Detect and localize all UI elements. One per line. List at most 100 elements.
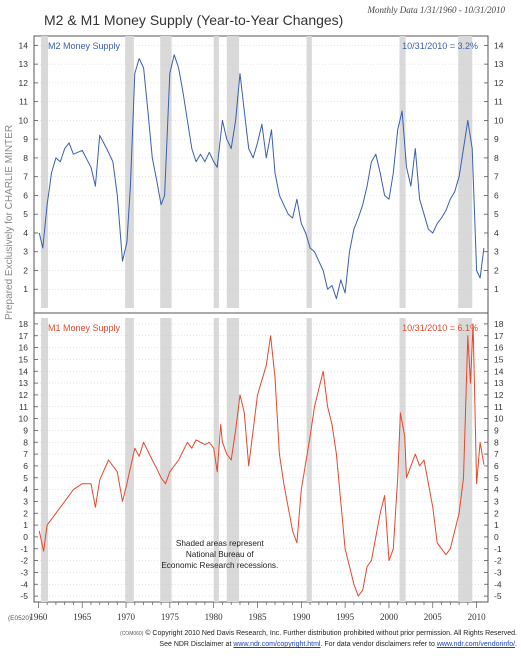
m1-y-tick-label-left: -1 [20,544,28,554]
m2-recession-band [41,36,49,308]
m1-y-tick-label-left: -4 [20,579,28,589]
x-tick-label: 1965 [73,612,92,622]
m2-y-tick-label-right: 1 [494,284,499,294]
m1-last-value-label: 10/31/2010 = 6.1% [402,323,478,333]
data-period-label: Monthly Data 1/31/1960 - 10/31/2010 [367,5,506,15]
m1-y-tick-label-left: 11 [19,402,28,412]
m2-y-tick-label-left: 3 [23,247,28,257]
m1-y-tick-label-right: 15 [494,354,504,364]
m1-y-tick-label-right: 3 [494,496,499,506]
m2-y-tick-label-right: 9 [494,134,499,144]
copyright-line: (COM060) © Copyright 2010 Ned Davis Rese… [0,630,517,637]
x-tick-label: 1970 [117,612,136,622]
m2-last-value-label: 10/31/2010 = 3.2% [402,41,478,51]
m1-y-tick-label-right: 11 [494,402,503,412]
m2-y-tick-label-left: 10 [19,115,29,125]
m1-y-tick-label-left: 3 [23,496,28,506]
m1-y-tick-label-left: -2 [20,556,28,566]
x-tick-label: 2000 [380,612,399,622]
m1-recession-band [458,318,473,602]
m1-recession-band [41,318,49,602]
m1-y-tick-label-left: 14 [19,366,29,376]
m1-recession-band [160,318,172,602]
m1-y-tick-label-left: 6 [23,461,28,471]
m1-y-tick-label-left: 13 [19,378,29,388]
x-tick-label: 2005 [424,612,443,622]
x-tick-label: 1980 [205,612,224,622]
m2-y-tick-label-right: 12 [494,78,504,88]
m2-y-tick-label-left: 4 [23,228,28,238]
m1-y-tick-label-left: 4 [23,485,28,495]
m1-y-tick-label-left: 15 [19,354,29,364]
disclaimer-pre: See NDR Disclaimer at [159,641,232,648]
m2-y-tick-label-left: 1 [23,284,28,294]
chart-title: M2 & M1 Money Supply (Year-to-Year Chang… [44,12,344,28]
m2-y-tick-label-right: 3 [494,247,499,257]
m1-y-tick-label-right: 0 [494,532,499,542]
m2-y-tick-label-left: 8 [23,153,28,163]
m2-series-label: M2 Money Supply [48,41,121,51]
m2-y-tick-label-left: 11 [19,97,28,107]
m1-y-tick-label-right: 14 [494,366,504,376]
m1-y-tick-label-left: 0 [23,532,28,542]
m1-y-tick-label-left: 16 [19,343,29,353]
x-tick-label: 1985 [248,612,267,622]
m1-series-line [38,323,485,597]
m1-y-tick-label-right: -3 [494,567,502,577]
m1-y-tick-label-left: 17 [19,331,29,341]
m2-y-tick-label-right: 7 [494,172,499,182]
m2-recession-band [125,36,134,308]
m2-y-tick-label-right: 14 [494,40,504,50]
m2-y-tick-label-right: 13 [494,59,504,69]
m1-y-tick-label-right: -5 [494,591,502,601]
m2-y-tick-label-left: 12 [19,78,29,88]
m1-y-tick-label-right: 2 [494,508,499,518]
m1-y-tick-label-right: 5 [494,473,499,483]
x-tick-label: 1995 [336,612,355,622]
m2-recession-band [306,36,312,308]
recession-note-line: National Bureau of [186,550,255,559]
m1-series-label: M1 Money Supply [48,323,121,333]
m1-y-tick-label-right: -4 [494,579,502,589]
m2-series-line [38,54,485,300]
m1-y-tick-label-left: 18 [19,319,29,329]
m2-y-tick-label-left: 2 [23,265,28,275]
m1-y-tick-label-right: 1 [494,520,499,530]
m1-y-tick-label-left: 1 [23,520,28,530]
m1-y-tick-label-left: 7 [23,449,28,459]
m2-y-tick-label-right: 11 [494,97,503,107]
chart-frame [33,35,489,603]
m1-recession-band [306,318,312,602]
m2-y-tick-label-right: 10 [494,115,504,125]
m1-y-tick-label-left: 12 [19,390,29,400]
m2-y-tick-label-left: 7 [23,172,28,182]
recession-note-line: Economic Research recessions. [161,561,278,570]
m1-y-tick-label-right: 16 [494,343,504,353]
m2-y-tick-label-right: 6 [494,190,499,200]
m2-y-tick-label-left: 5 [23,209,28,219]
copyright-link[interactable]: www.ndr.com/copyright.html [233,641,321,648]
m1-y-tick-label-left: -3 [20,567,28,577]
m1-recession-band [213,318,219,602]
m2-y-tick-label-right: 8 [494,153,499,163]
m1-y-tick-label-right: 4 [494,485,499,495]
m2-y-tick-label-right: 2 [494,265,499,275]
disclaimer-line: See NDR Disclaimer at www.ndr.com/copyri… [0,641,517,648]
x-tick-label: 1960 [29,612,48,622]
m2-y-tick-label-left: 13 [19,59,29,69]
vendor-link[interactable]: www.ndr.com/vendorinfo/ [436,641,516,648]
recession-note-line: Shaded areas represent [176,539,265,548]
m1-y-tick-label-right: 18 [494,319,504,329]
m2-y-tick-label-left: 14 [19,40,29,50]
footer-code: (COM060) [120,631,144,637]
m1-y-tick-label-left: 2 [23,508,28,518]
m1-recession-band [399,318,406,602]
m1-y-tick-label-left: 8 [23,437,28,447]
m2-y-tick-label-right: 5 [494,209,499,219]
m2-y-tick-label-right: 4 [494,228,499,238]
m1-y-tick-label-left: 9 [23,425,28,435]
m1-y-tick-label-right: -2 [494,556,502,566]
m2-y-tick-label-left: 9 [23,134,28,144]
m1-y-tick-label-right: 8 [494,437,499,447]
